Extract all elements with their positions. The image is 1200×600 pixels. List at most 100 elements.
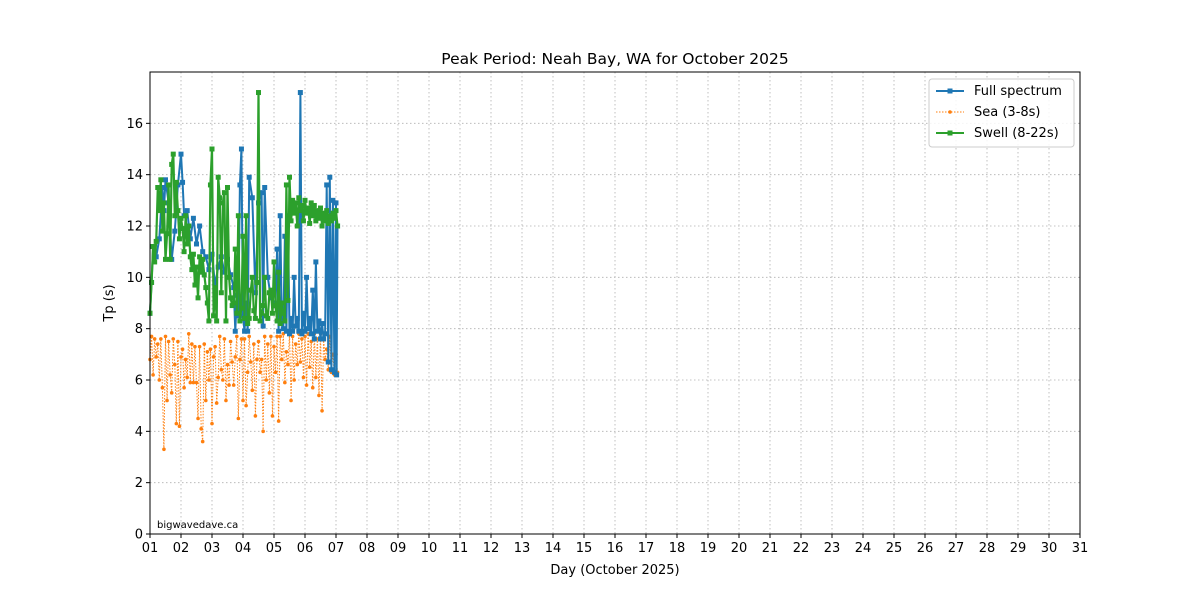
data-point-sea: [253, 414, 258, 418]
data-point-full-spectrum: [294, 315, 300, 321]
data-point-swell: [273, 303, 279, 309]
data-point-full-spectrum: [330, 197, 336, 203]
x-tick-label: 14: [545, 541, 562, 556]
x-tick-label: 13: [514, 541, 531, 556]
data-point-swell: [276, 269, 282, 275]
x-tick-label: 26: [917, 541, 934, 556]
data-point-full-spectrum: [240, 313, 246, 319]
data-point-full-spectrum: [184, 208, 190, 214]
data-point-sea: [160, 385, 165, 390]
data-point-swell: [190, 251, 196, 257]
data-point-swell: [214, 318, 220, 324]
data-point-sea: [208, 347, 213, 352]
data-point-swell: [316, 215, 322, 221]
data-point-swell: [152, 259, 158, 265]
data-point-swell: [170, 151, 176, 157]
legend-label-swell: Swell (8-22s): [974, 126, 1059, 141]
data-point-sea: [233, 355, 238, 359]
data-point-sea: [200, 439, 205, 444]
x-tick-label: 02: [173, 541, 190, 556]
data-point-full-spectrum: [238, 146, 244, 152]
data-point-sea: [247, 334, 251, 339]
x-tick-label: 30: [1041, 541, 1058, 556]
x-tick-label: 03: [204, 541, 221, 556]
data-point-sea: [202, 342, 207, 346]
data-point-sea: [228, 339, 233, 344]
data-point-swell: [266, 290, 272, 296]
x-tick-label: 16: [607, 541, 624, 556]
data-point-sea: [264, 378, 269, 382]
data-point-swell: [163, 256, 168, 262]
data-point-full-spectrum: [159, 185, 165, 190]
data-point-swell: [200, 256, 206, 262]
data-point-swell: [252, 315, 258, 321]
data-point-sea: [204, 398, 208, 403]
x-tick-label: 08: [359, 541, 376, 556]
x-tick-label: 19: [700, 541, 717, 556]
data-point-full-spectrum: [305, 326, 311, 332]
data-point-sea: [239, 337, 244, 341]
x-tick-label: 10: [421, 541, 438, 556]
data-point-swell: [243, 213, 249, 219]
data-point-full-spectrum: [304, 274, 310, 280]
data-point-swell: [335, 223, 341, 229]
data-point-swell: [198, 269, 204, 275]
data-point-swell: [164, 231, 170, 237]
data-point-sea: [207, 378, 211, 382]
data-point-sea: [179, 355, 183, 359]
data-point-sea: [289, 398, 293, 403]
data-point-full-spectrum: [212, 282, 218, 288]
data-point-full-spectrum: [246, 174, 252, 180]
data-point-sea: [314, 375, 318, 380]
data-point-swell: [314, 208, 320, 214]
data-point-full-spectrum: [311, 336, 317, 342]
data-point-sea: [301, 375, 306, 380]
series-full-spectrum: [147, 90, 341, 378]
data-point-full-spectrum: [197, 223, 203, 229]
data-point-swell: [225, 185, 230, 190]
data-point-swell: [173, 179, 179, 185]
legend-box: [928, 78, 1075, 148]
y-tick-label: 10: [126, 271, 143, 286]
data-point-swell: [269, 310, 275, 316]
data-point-swell: [254, 279, 260, 285]
data-point-full-spectrum: [262, 185, 268, 190]
data-point-sea: [186, 332, 191, 336]
data-point-full-spectrum: [288, 315, 294, 321]
data-point-swell: [249, 274, 255, 280]
data-point-sea: [168, 373, 172, 377]
data-point-swell: [331, 215, 337, 221]
data-point-swell: [159, 228, 165, 234]
data-point-swell: [294, 223, 300, 229]
data-point-swell: [211, 313, 217, 319]
y-tick-label: 16: [126, 117, 143, 132]
data-point-full-spectrum: [175, 182, 181, 188]
data-point-sea: [180, 347, 185, 352]
data-point-swell: [178, 215, 184, 221]
data-point-swell: [226, 274, 232, 280]
data-point-swell: [313, 218, 319, 224]
data-point-swell: [291, 210, 297, 216]
data-point-sea: [300, 337, 304, 341]
x-axis-label: Day (October 2025): [550, 563, 679, 578]
x-tick-label: 04: [235, 541, 252, 556]
data-point-swell: [319, 223, 325, 229]
data-point-sea: [293, 342, 298, 346]
data-point-sea: [259, 357, 264, 362]
data-point-sea: [191, 380, 196, 385]
data-point-sea: [298, 360, 303, 364]
data-point-swell: [280, 310, 286, 316]
data-point-swell: [297, 208, 303, 214]
series-line-sea: [149, 333, 338, 450]
data-point-sea: [216, 375, 220, 380]
data-point-swell: [172, 213, 178, 219]
data-point-swell: [194, 264, 199, 270]
data-point-sea: [211, 355, 216, 359]
data-point-full-spectrum: [331, 369, 337, 375]
data-point-full-spectrum: [228, 272, 234, 278]
data-point-swell: [217, 195, 223, 201]
x-tick-label: 24: [855, 541, 872, 556]
data-point-swell: [218, 290, 224, 296]
data-point-swell: [181, 249, 187, 255]
data-point-full-spectrum: [190, 215, 196, 221]
